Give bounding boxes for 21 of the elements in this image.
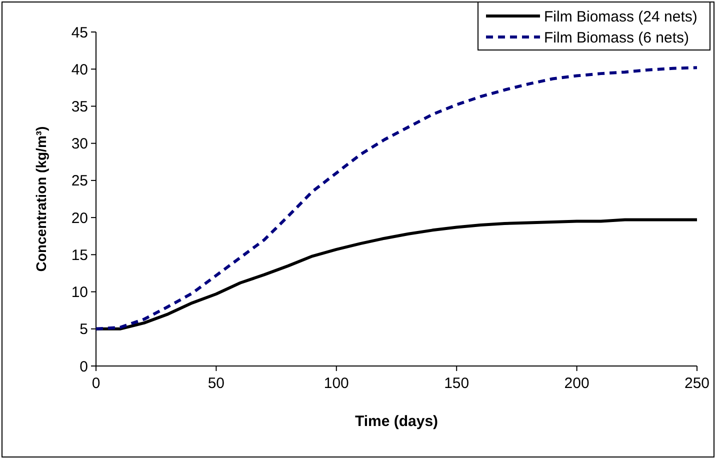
legend-label: Film Biomass (6 nets) bbox=[544, 29, 690, 46]
y-tick-label: 25 bbox=[71, 172, 88, 190]
y-tick-label: 35 bbox=[71, 98, 88, 116]
legend-label: Film Biomass (24 nets) bbox=[544, 8, 698, 26]
x-tick-label: 200 bbox=[564, 375, 590, 392]
y-axis-title: Concentration (kg/m³) bbox=[33, 126, 49, 272]
y-tick-label: 30 bbox=[71, 136, 88, 153]
x-tick-label: 250 bbox=[684, 375, 710, 392]
x-axis-title: Time (days) bbox=[354, 413, 438, 430]
line-series bbox=[94, 66, 698, 330]
x-tick-label: 0 bbox=[92, 375, 100, 392]
y-tick-label: 15 bbox=[71, 246, 88, 264]
x-tick-label: 100 bbox=[324, 375, 349, 392]
y-tick-label: 45 bbox=[71, 24, 88, 42]
y-tick-label: 5 bbox=[80, 321, 88, 338]
y-tick-label: 40 bbox=[71, 61, 88, 78]
x-tick-label: 50 bbox=[208, 375, 225, 392]
y-tick-label: 0 bbox=[80, 358, 88, 376]
y-tick-label: 20 bbox=[71, 210, 88, 227]
x-tick-label: 150 bbox=[444, 375, 470, 392]
y-tick-label: 10 bbox=[71, 284, 88, 302]
